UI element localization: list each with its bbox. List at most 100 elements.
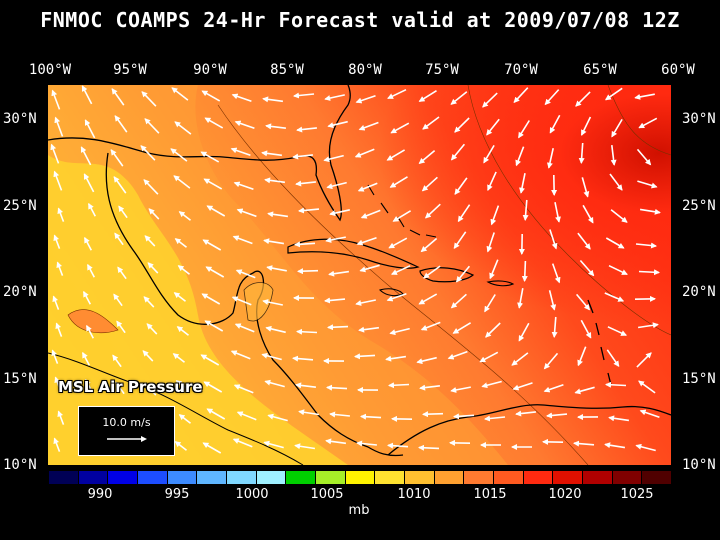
wind-arrow [421, 176, 438, 192]
wind-scale-legend: 10.0 m/s [78, 406, 175, 456]
wind-arrow [116, 320, 126, 334]
wind-arrow [450, 91, 468, 105]
wind-arrow [118, 205, 128, 219]
wind-arrow [202, 239, 222, 251]
colorbar-swatch [167, 471, 198, 484]
wind-arrow [56, 261, 64, 276]
wind-arrow [236, 411, 257, 421]
wind-arrow [296, 126, 317, 133]
wind-arrow [233, 384, 254, 394]
wind-arrow [84, 378, 94, 393]
wind-arrow [113, 293, 123, 307]
lesser-antilles [587, 299, 612, 386]
wind-arrow [356, 440, 377, 447]
wind-arrow [87, 202, 97, 217]
wind-arrow [360, 209, 381, 219]
wind-arrow [511, 352, 529, 366]
wind-arrow [329, 209, 350, 217]
colorbar-swatch [108, 471, 139, 484]
wind-arrow [392, 210, 412, 222]
wind-arrow [261, 352, 282, 361]
wind-arrow [484, 415, 506, 422]
wind-arrow [575, 91, 591, 107]
latitude-label: 25°N [682, 198, 716, 214]
wind-arrow [324, 297, 346, 304]
wind-arrow [203, 178, 223, 190]
wind-arrow [110, 149, 124, 167]
colorbar-swatch [256, 471, 287, 484]
wind-arrow [517, 288, 524, 309]
wind-arrow [171, 87, 189, 101]
wind-arrow [51, 89, 61, 110]
colorbar-swatch [464, 471, 495, 484]
colorbar-swatch [375, 471, 406, 484]
colorbar-swatch [49, 471, 79, 484]
wind-arrow [639, 409, 660, 419]
wind-arrow [200, 354, 220, 366]
wind-arrow [231, 296, 252, 306]
wind-arrow [234, 323, 255, 333]
wind-arrow [551, 316, 558, 338]
wind-arrow [263, 440, 284, 449]
wind-arrow [604, 87, 623, 101]
wind-arrow [141, 91, 157, 107]
wind-arrow [638, 380, 656, 394]
wind-arrow [386, 292, 407, 302]
wind-arrow [513, 87, 529, 104]
wind-arrow [390, 265, 411, 275]
colorbar-tick-label: 1015 [473, 487, 507, 502]
wind-arrow [549, 229, 558, 250]
wind-arrow [544, 89, 560, 106]
wind-arrow [386, 149, 406, 161]
colorbar-tick-label: 1020 [548, 487, 582, 502]
wind-arrow [204, 117, 224, 129]
wind-arrow [360, 413, 382, 420]
wind-arrow [295, 180, 316, 187]
wind-arrow [609, 173, 623, 191]
wind-arrow [53, 170, 63, 191]
wind-arrow [140, 145, 156, 161]
wind-arrow [419, 384, 440, 391]
longitude-label: 60°W [661, 62, 695, 78]
wind-arrow [424, 203, 441, 219]
wind-arrow [202, 442, 222, 454]
wind-arrow [359, 264, 380, 273]
colorbar-swatch [583, 471, 613, 484]
wind-arrow [575, 293, 591, 311]
wind-arrow [453, 231, 467, 250]
wind-arrow [55, 322, 63, 337]
wind-arrow [233, 181, 254, 191]
latitude-label: 20°N [3, 284, 37, 300]
wind-arrow [295, 382, 316, 389]
wind-arrow [230, 350, 251, 360]
wind-arrow [390, 122, 410, 134]
wind-arrow [416, 356, 437, 365]
wind-arrow [144, 118, 160, 134]
wind-arrow [53, 234, 61, 249]
wind-arrow [635, 443, 656, 452]
wind-arrow [53, 437, 61, 452]
wind-arrow [264, 177, 286, 184]
wind-arrow [606, 349, 620, 368]
wind-arrow [450, 143, 466, 161]
wind-arrow [176, 326, 189, 336]
wind-arrow [605, 237, 625, 249]
wind-arrow [148, 208, 160, 220]
wind-arrow [114, 115, 128, 133]
wind-arrow [236, 208, 257, 218]
wind-arrow [57, 207, 65, 222]
wind-arrow [611, 118, 623, 138]
colorbar-swatch [197, 471, 228, 484]
map-title: FNMOC COAMPS 24-Hr Forecast valid at 200… [40, 8, 680, 32]
colorbar [48, 470, 673, 485]
wind-arrow [232, 438, 253, 448]
wind-arrow [54, 116, 64, 137]
wind-arrow [418, 149, 436, 165]
wind-arrow [262, 96, 284, 103]
wind-arrow [117, 266, 127, 280]
wind-arrow [296, 328, 318, 335]
colorbar-tick-label: 1010 [397, 487, 431, 502]
wind-arrow [50, 143, 60, 164]
wind-arrow [634, 93, 655, 100]
wind-arrow [554, 202, 561, 223]
